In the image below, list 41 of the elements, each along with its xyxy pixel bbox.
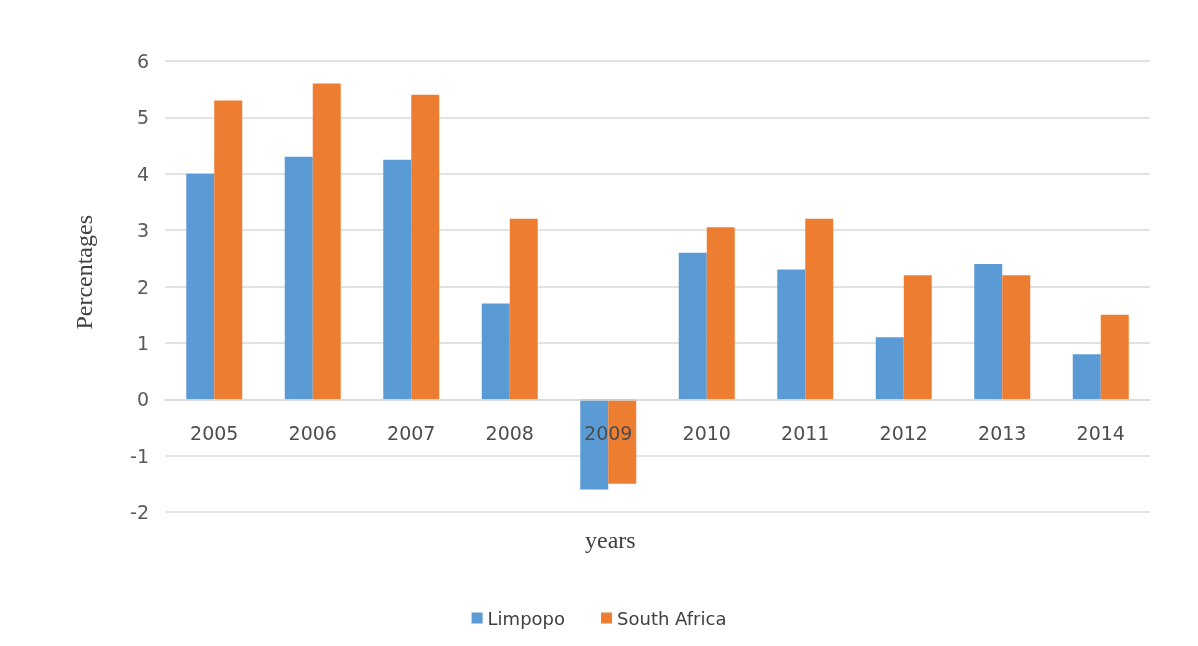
bar bbox=[875, 337, 904, 400]
bar bbox=[974, 263, 1003, 400]
bar bbox=[1072, 354, 1101, 400]
x-tick-label: 2009 bbox=[584, 421, 633, 444]
x-tick-label: 2010 bbox=[682, 421, 731, 444]
x-tick-label: 2006 bbox=[288, 421, 337, 444]
y-tick-label: 4 bbox=[136, 162, 149, 185]
bar bbox=[284, 156, 313, 400]
bar bbox=[706, 227, 735, 400]
y-axis-title: Percentages bbox=[71, 215, 97, 330]
x-axis-title: years bbox=[585, 527, 636, 553]
x-tick-label: 2011 bbox=[781, 421, 830, 444]
legend-label: Limpopo bbox=[487, 607, 566, 629]
x-tick-label: 2013 bbox=[978, 421, 1027, 444]
y-tick-label: 2 bbox=[136, 275, 149, 298]
bar bbox=[509, 218, 538, 400]
x-tick-label: 2012 bbox=[879, 421, 928, 444]
y-tick-label: 6 bbox=[136, 50, 149, 72]
bar bbox=[777, 269, 806, 400]
bar bbox=[312, 83, 341, 400]
y-tick-label: -1 bbox=[130, 444, 149, 467]
y-tick-label: 0 bbox=[136, 388, 149, 411]
legend-label: South Africa bbox=[617, 607, 727, 629]
bar bbox=[1100, 314, 1129, 400]
bar bbox=[678, 252, 707, 400]
bar bbox=[411, 94, 440, 400]
y-tick-label: 5 bbox=[136, 106, 149, 129]
y-tick-label: 3 bbox=[136, 219, 149, 242]
bar bbox=[805, 218, 834, 400]
x-tick-label: 2008 bbox=[485, 421, 534, 444]
x-tick-label: 2007 bbox=[387, 421, 436, 444]
y-tick-label: -2 bbox=[130, 501, 149, 523]
bar bbox=[903, 275, 932, 400]
x-tick-label: 2005 bbox=[190, 421, 239, 444]
bar bbox=[186, 173, 215, 400]
bar bbox=[214, 100, 243, 400]
bar bbox=[481, 303, 510, 400]
bar bbox=[1002, 275, 1031, 400]
x-tick-label: 2014 bbox=[1076, 421, 1125, 444]
bar bbox=[383, 159, 412, 400]
y-tick-label: 1 bbox=[136, 331, 149, 354]
